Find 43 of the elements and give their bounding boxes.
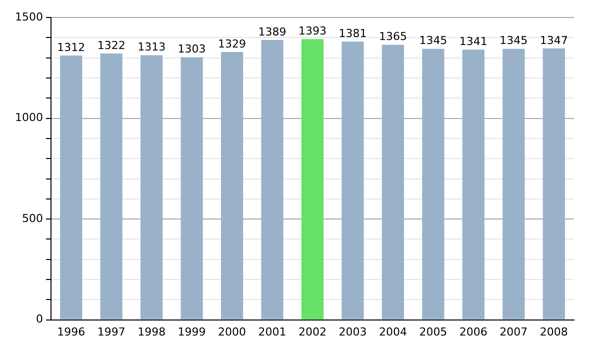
- bar: [60, 55, 82, 320]
- y-tick-label: 0: [36, 312, 43, 326]
- x-tick-label: 1996: [57, 325, 86, 338]
- y-tick-label: 1000: [14, 111, 43, 124]
- x-tick-label: 2001: [258, 325, 286, 338]
- y-tick-label: 500: [22, 212, 43, 225]
- bar: [140, 55, 163, 320]
- data-label: 1389: [258, 25, 286, 38]
- bar: [462, 50, 484, 320]
- x-tick-label: 2003: [338, 325, 367, 338]
- x-tick-label: 2008: [540, 325, 568, 338]
- x-tick-label: 1999: [178, 325, 206, 338]
- data-label: 1322: [97, 38, 126, 52]
- data-label: 1381: [338, 26, 367, 40]
- bar: [180, 57, 203, 320]
- x-tick-label: 2002: [298, 325, 326, 338]
- bar: [422, 48, 444, 320]
- x-tick-label: 2004: [378, 325, 407, 338]
- bar: [220, 52, 244, 320]
- bar: [301, 39, 324, 320]
- data-label: 1341: [459, 34, 488, 48]
- bar: [342, 42, 364, 320]
- x-tick-label: 2005: [419, 325, 448, 338]
- bar: [502, 48, 525, 320]
- bar: [542, 48, 565, 320]
- data-label: 1313: [138, 40, 166, 54]
- x-tick-label: 2007: [500, 325, 528, 338]
- x-tick-label: 2000: [218, 325, 246, 338]
- bar: [382, 44, 404, 320]
- data-label: 1329: [218, 37, 246, 50]
- x-tick-label: 2006: [459, 325, 488, 338]
- x-tick-label: 1997: [97, 325, 126, 338]
- data-label: 1393: [298, 24, 326, 38]
- bar: [100, 53, 122, 320]
- data-label: 1345: [500, 34, 528, 48]
- data-label: 1347: [540, 34, 568, 47]
- bar: [261, 40, 284, 320]
- x-tick-label: 1998: [138, 325, 166, 338]
- y-tick-label: 1500: [14, 10, 43, 24]
- data-label: 1345: [419, 34, 448, 48]
- data-label: 1312: [57, 40, 86, 54]
- data-label: 1365: [378, 30, 407, 44]
- data-label: 1303: [178, 42, 206, 56]
